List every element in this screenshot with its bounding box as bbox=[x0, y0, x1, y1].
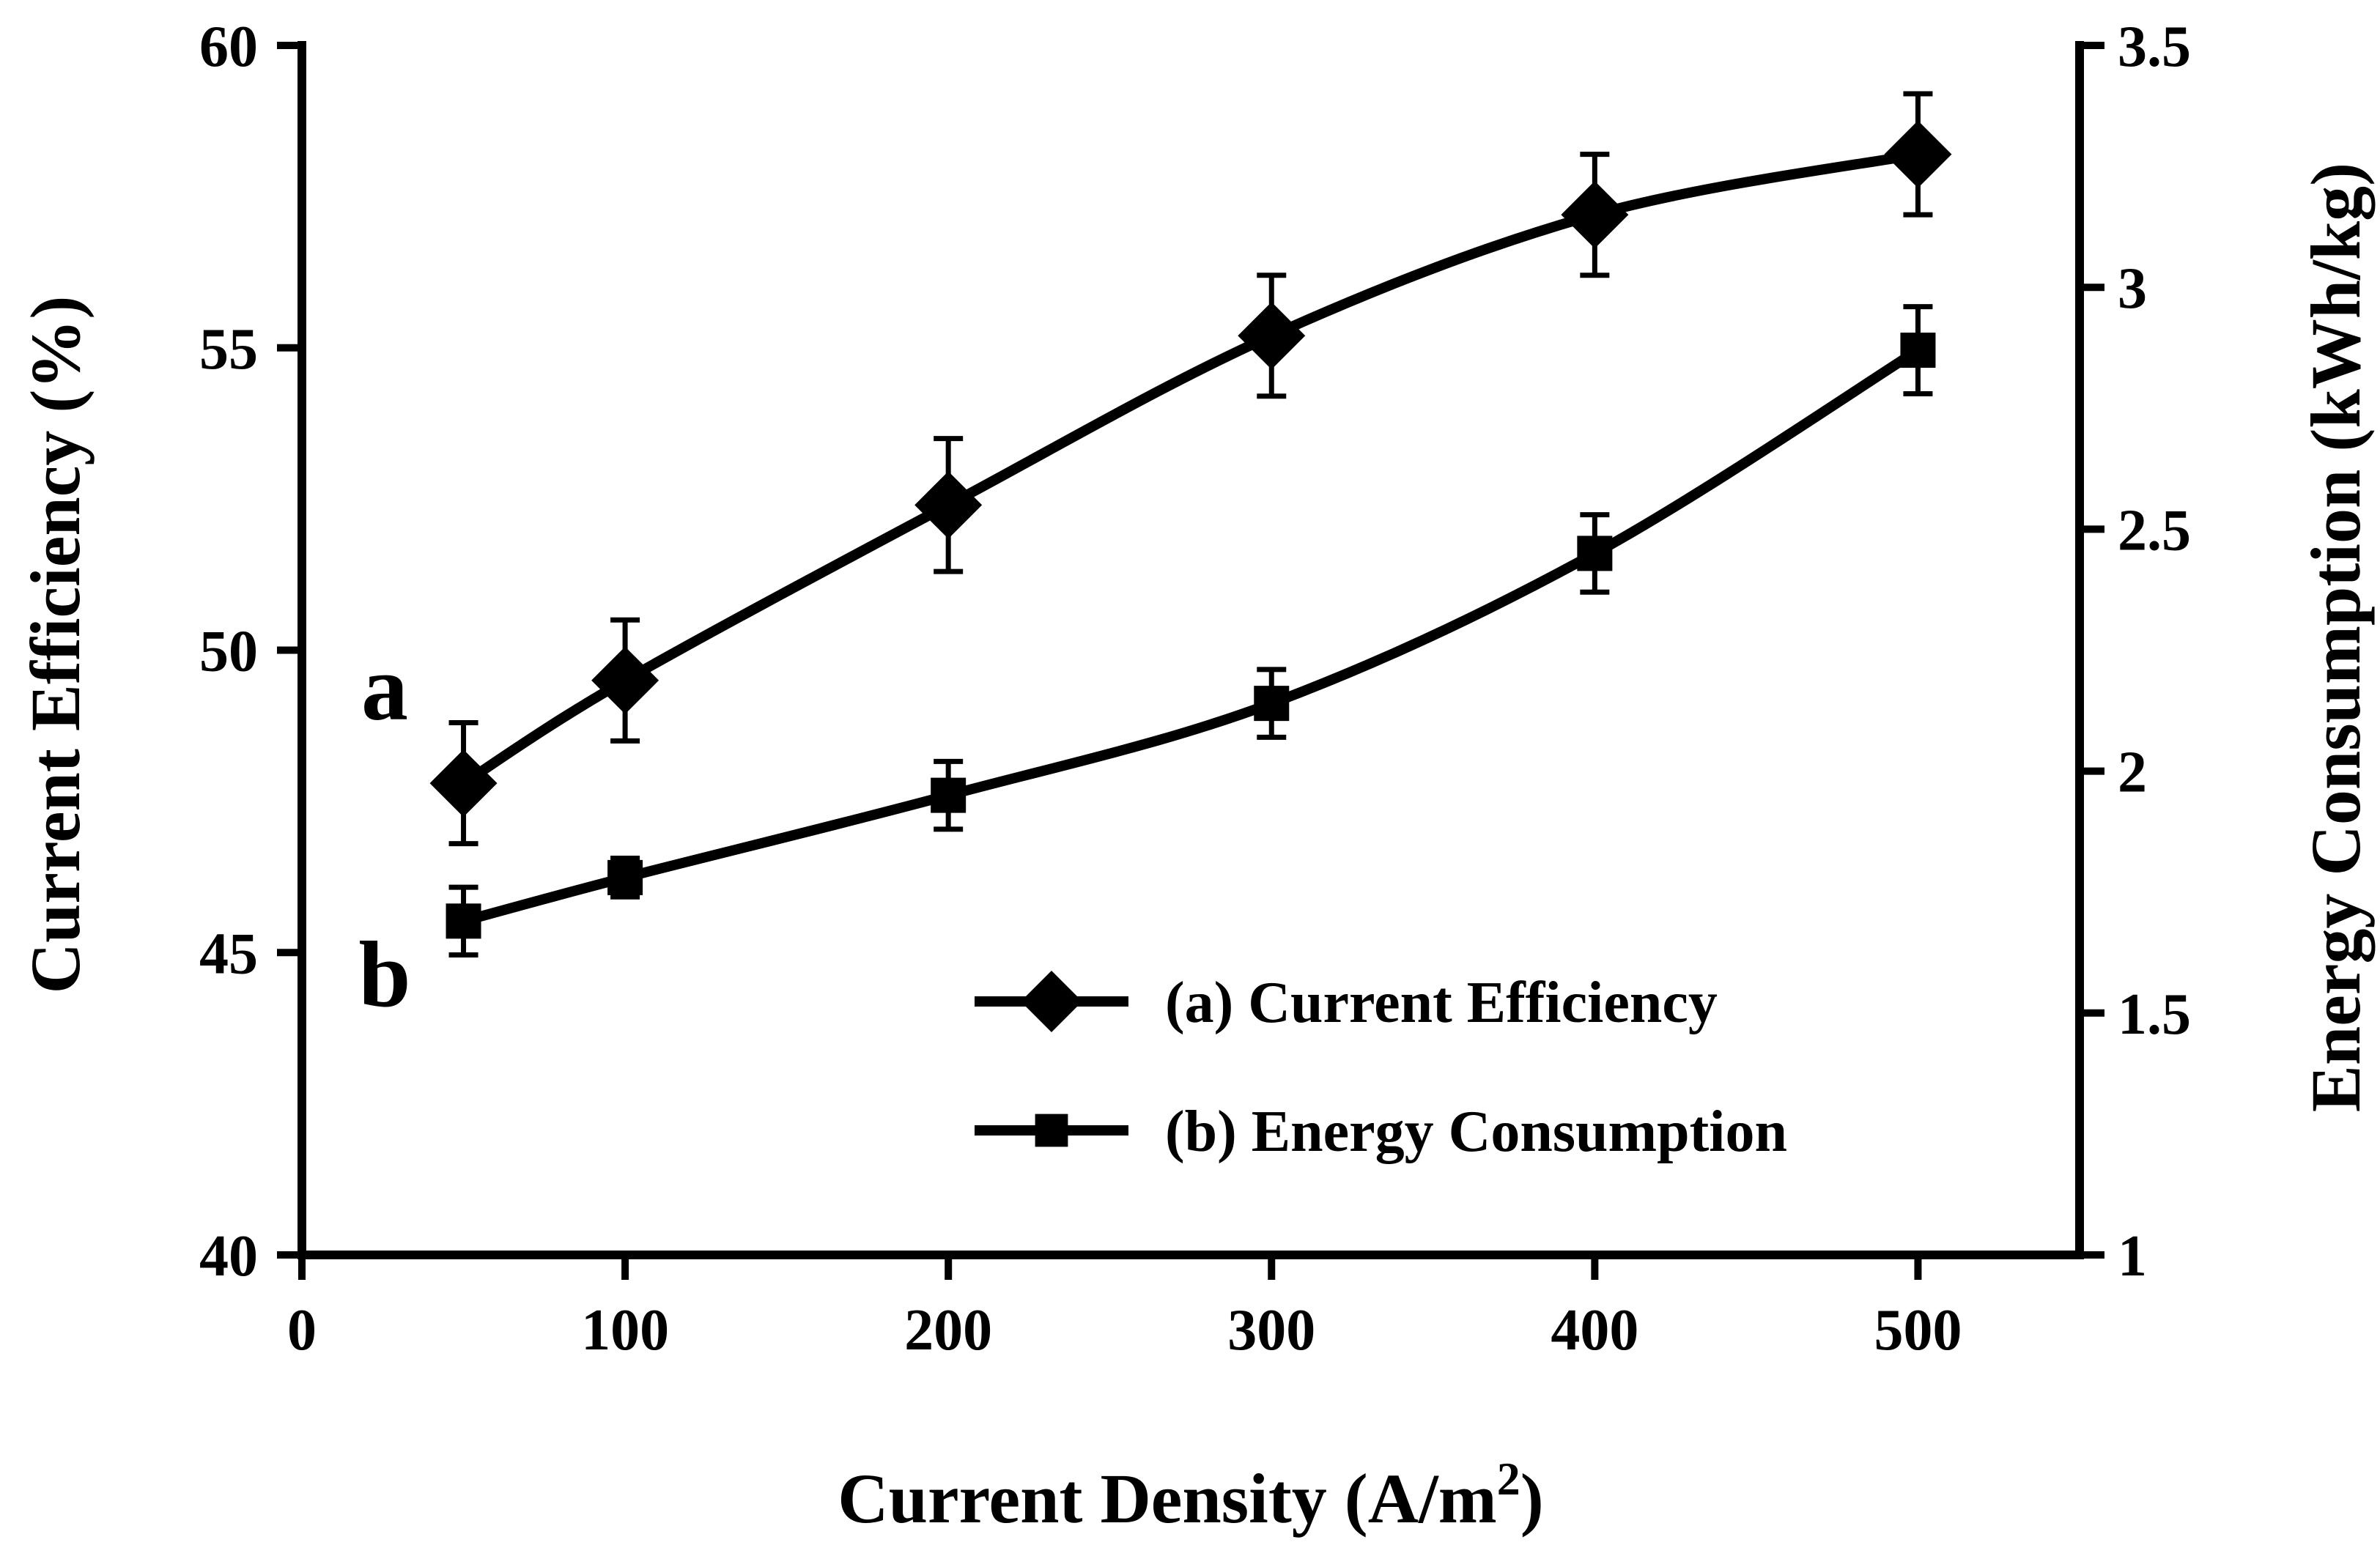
labels-layer: 40 45 50 55 60 1 1.5 2 2.5 3 3.5 0 100 200 300 400 500 Cu… bbox=[16, 15, 2375, 1538]
right-y-tick-label: 1.5 bbox=[2118, 982, 2191, 1047]
current-efficiency-point bbox=[914, 471, 983, 539]
x-axis-title: Current Density (A/m2) bbox=[838, 1453, 1543, 1538]
current-efficiency-point bbox=[429, 749, 498, 818]
x-tick-label: 100 bbox=[581, 1298, 669, 1363]
series-current-efficiency bbox=[429, 91, 1952, 847]
legend-item-current-efficiency: (a) Current Efficiency bbox=[975, 971, 1718, 1035]
series-layer bbox=[429, 91, 1952, 958]
axes-frame bbox=[298, 41, 2084, 1259]
series-letter-a: a bbox=[361, 636, 408, 740]
energy-consumption-line bbox=[462, 346, 1921, 927]
right-y-tick-label: 3 bbox=[2118, 256, 2147, 321]
legend: (a) Current Efficiency (b) Energy Consump… bbox=[975, 971, 1787, 1164]
x-tick-label: 200 bbox=[904, 1298, 992, 1363]
legend-label: (a) Current Efficiency bbox=[1165, 971, 1718, 1035]
current-efficiency-point bbox=[1561, 181, 1629, 249]
x-tick-label: 500 bbox=[1874, 1298, 1962, 1363]
energy-consumption-point bbox=[446, 903, 481, 939]
right-y-axis-title: Energy Consumption (kWh/kg) bbox=[2296, 163, 2375, 1112]
left-y-axis-title: Current Efficiency (%) bbox=[16, 296, 95, 994]
right-y-tick-label: 2.5 bbox=[2118, 498, 2191, 563]
legend-label: (b) Energy Consumption bbox=[1165, 1100, 1787, 1164]
x-axis-title-superscript: 2 bbox=[1497, 1453, 1520, 1505]
x-tick-label: 0 bbox=[287, 1298, 317, 1363]
left-y-tick-label: 60 bbox=[199, 15, 258, 79]
energy-consumption-point bbox=[1254, 686, 1290, 722]
current-efficiency-line bbox=[460, 149, 1919, 788]
legend-marker bbox=[1035, 1114, 1068, 1147]
right-y-tick-label: 2 bbox=[2118, 741, 2147, 805]
left-y-tick-label: 55 bbox=[199, 317, 258, 382]
left-y-tick-label: 45 bbox=[199, 922, 258, 986]
right-y-tick-label: 3.5 bbox=[2118, 15, 2191, 79]
energy-consumption-point bbox=[931, 777, 967, 813]
left-y-tick-label: 50 bbox=[199, 620, 258, 684]
x-axis-title-close: ) bbox=[1520, 1459, 1544, 1538]
ticks-layer bbox=[277, 42, 2104, 1280]
energy-consumption-point bbox=[607, 859, 643, 895]
current-efficiency-point bbox=[1884, 120, 1952, 188]
x-axis-title-main: Current Density (A/m bbox=[838, 1459, 1496, 1538]
left-y-tick-label: 40 bbox=[199, 1224, 258, 1289]
legend-marker bbox=[1021, 971, 1082, 1032]
series-letter-b: b bbox=[358, 922, 410, 1026]
energy-consumption-point bbox=[1900, 333, 1936, 368]
x-tick-label: 400 bbox=[1551, 1298, 1638, 1363]
legend-item-energy-consumption: (b) Energy Consumption bbox=[975, 1100, 1787, 1164]
current-efficiency-point bbox=[591, 646, 659, 714]
series-energy-consumption bbox=[446, 304, 1936, 958]
x-tick-label: 300 bbox=[1227, 1298, 1315, 1363]
right-y-tick-label: 1 bbox=[2118, 1224, 2147, 1289]
energy-consumption-point bbox=[1577, 536, 1613, 571]
current-efficiency-point bbox=[1238, 302, 1306, 370]
